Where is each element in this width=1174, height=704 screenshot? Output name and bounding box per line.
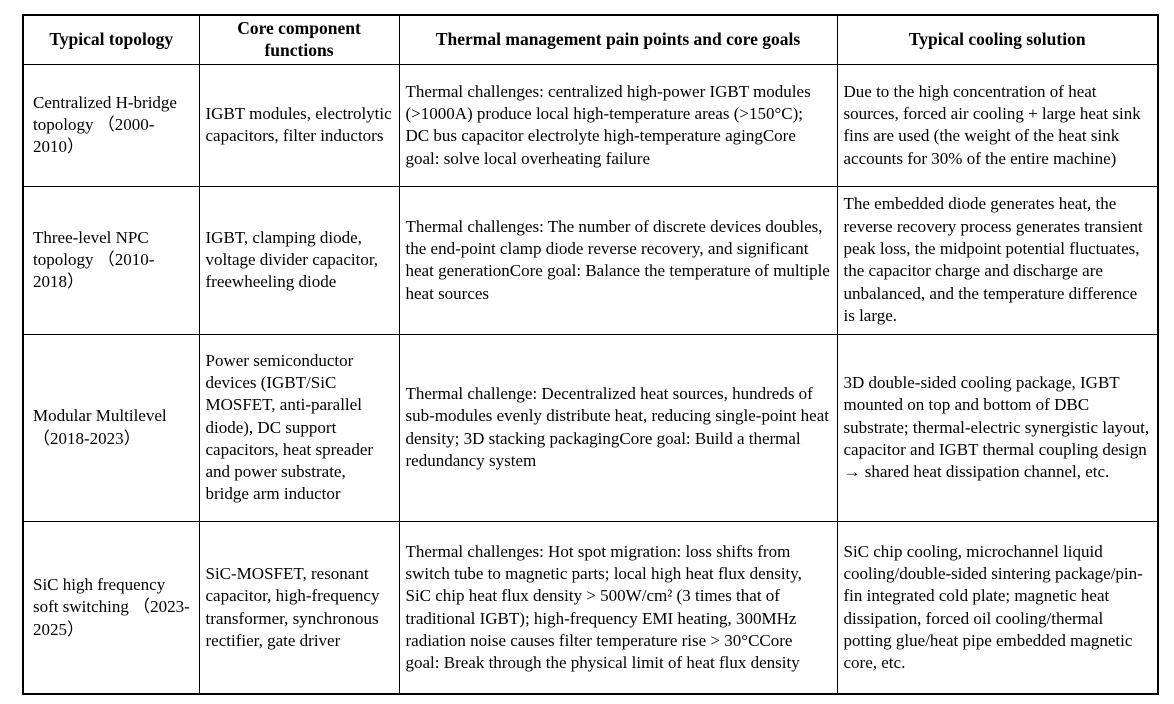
- cell-topology: Three-level NPC topology （2010-2018）: [22, 185, 200, 335]
- cell-cooling-solution: 3D double-sided cooling package, IGBT mo…: [836, 333, 1159, 522]
- cell-components: Power semiconductor devices (IGBT/SiC MO…: [198, 333, 400, 522]
- column-header-typical-cooling-solution: Typical cooling solution: [836, 14, 1159, 65]
- cell-pain-points: Thermal challenges: The number of discre…: [398, 185, 838, 335]
- cell-topology: SiC high frequency soft switching （2023-…: [22, 520, 200, 695]
- table-row-centralized-h-bridge: Centralized H-bridge topology （2000-2010…: [22, 63, 1159, 187]
- cell-cooling-solution: Due to the high concentration of heat so…: [836, 63, 1159, 187]
- table-row-three-level-npc: Three-level NPC topology （2010-2018） IGB…: [22, 185, 1159, 335]
- cell-topology: Centralized H-bridge topology （2000-2010…: [22, 63, 200, 187]
- topology-evolution-table: Typical topology Core component function…: [22, 14, 1159, 696]
- table-row-sic-high-frequency: SiC high frequency soft switching （2023-…: [22, 520, 1159, 695]
- cell-cooling-solution: The embedded diode generates heat, the r…: [836, 185, 1159, 335]
- cell-components: SiC-MOSFET, resonant capacitor, high-fre…: [198, 520, 400, 695]
- cell-components: IGBT, clamping diode, voltage divider ca…: [198, 185, 400, 335]
- cell-pain-points: Thermal challenge: Decentralized heat so…: [398, 333, 838, 522]
- table-row-modular-multilevel: Modular Multilevel （2018-2023） Power sem…: [22, 333, 1159, 522]
- cell-pain-points: Thermal challenges: Hot spot migration: …: [398, 520, 838, 695]
- column-header-thermal-pain-points: Thermal management pain points and core …: [398, 14, 838, 65]
- cell-cooling-solution: SiC chip cooling, microchannel liquid co…: [836, 520, 1159, 695]
- cell-pain-points: Thermal challenges: centralized high-pow…: [398, 63, 838, 187]
- column-header-typical-topology: Typical topology: [22, 14, 200, 65]
- cell-topology: Modular Multilevel （2018-2023）: [22, 333, 200, 522]
- column-header-core-component-functions: Core component functions: [198, 14, 400, 65]
- cell-components: IGBT modules, electrolytic capacitors, f…: [198, 63, 400, 187]
- table-header-row: Typical topology Core component function…: [22, 14, 1159, 65]
